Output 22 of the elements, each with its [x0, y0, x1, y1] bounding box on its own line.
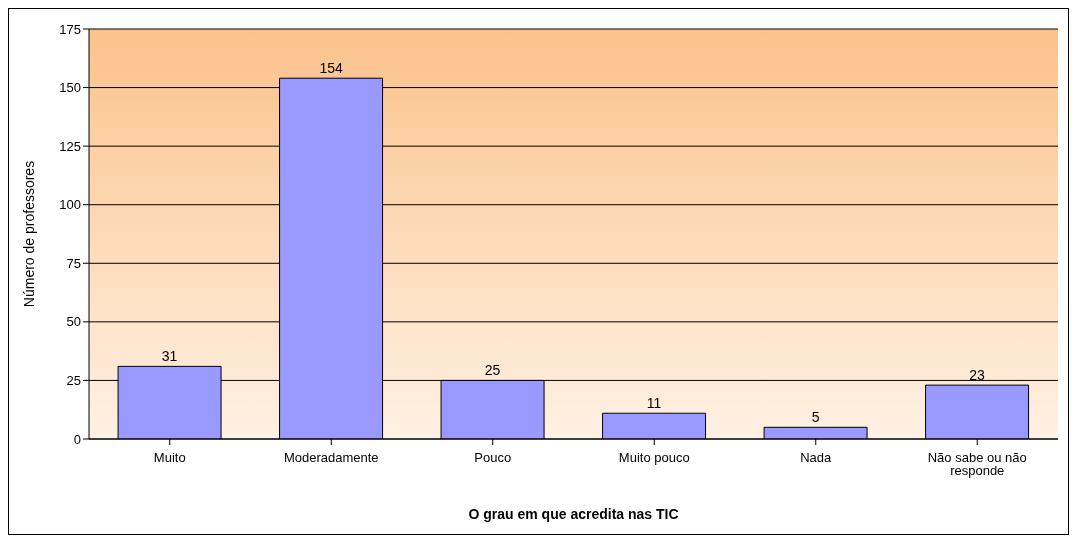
data-label: 5 [811, 409, 820, 426]
y-tick-label: 175 [59, 21, 81, 37]
x-tick-label: Muito [153, 450, 186, 466]
y-tick-label: 75 [66, 255, 81, 271]
data-label: 31 [161, 348, 178, 365]
y-tick-label: 125 [59, 138, 81, 154]
x-tick-label: Nada [800, 450, 833, 466]
x-tick-label: Moderadamente [283, 450, 379, 466]
x-axis-title: O grau em que acredita nas TIC [468, 506, 679, 522]
y-tick-label: 100 [59, 197, 81, 213]
y-axis-title: Número de professores [20, 160, 37, 308]
data-label: 25 [484, 362, 501, 379]
y-tick-label: 50 [66, 314, 81, 330]
x-tick-label: Muito pouco [618, 450, 690, 466]
y-tick-label: 25 [66, 373, 81, 389]
data-label: 11 [646, 395, 662, 412]
x-tick-label: Pouco [474, 450, 512, 466]
data-label: 154 [319, 60, 343, 77]
y-tick-label: 150 [59, 80, 81, 96]
x-tick-label: Não sabe ou não responde [927, 450, 1027, 479]
y-tick-label: 0 [73, 431, 81, 447]
data-label: 23 [969, 367, 986, 384]
